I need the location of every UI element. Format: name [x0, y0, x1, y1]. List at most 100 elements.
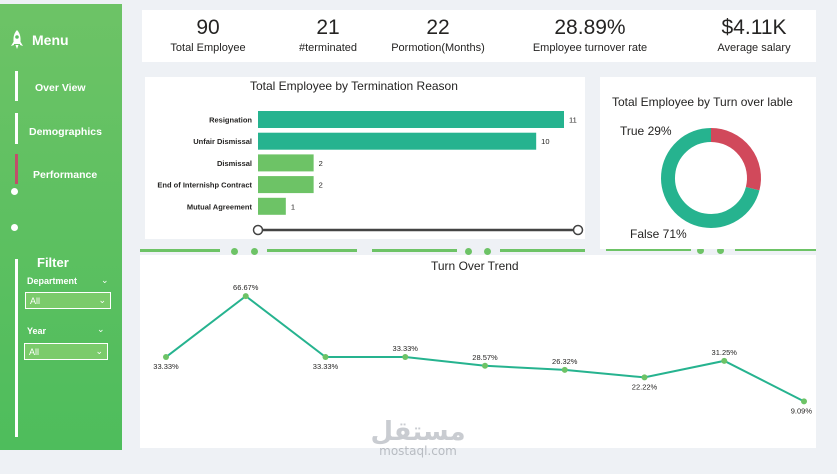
kpi-label: Employee turnover rate: [532, 42, 648, 54]
divider: [372, 249, 457, 252]
watermark-arabic: مستقل: [370, 417, 466, 447]
divider-dot: [484, 248, 491, 255]
bar-category-label: Mutual Agreement: [187, 202, 253, 211]
nav-indicator-demographics: [15, 113, 18, 144]
donut-slice-false: [661, 128, 760, 228]
divider: [267, 249, 357, 252]
bar-category-label: Dismissal: [217, 159, 252, 168]
line-point: [561, 366, 568, 373]
divider: [606, 248, 691, 251]
chart-title: Total Employee by Termination Reason: [250, 79, 458, 93]
bar-category-label: Resignation: [209, 116, 252, 125]
donut-chart: True 29% False 71%: [620, 124, 761, 241]
scroll-handle-right[interactable]: [572, 224, 584, 236]
menu-title: Menu: [32, 32, 69, 48]
line-point-label: 33.33%: [313, 362, 339, 371]
bar: [258, 132, 537, 150]
bar-chart: Resignation 11 Unfair Dismissal 10 Dismissal…: [157, 111, 584, 236]
kpi-label: Average salary: [717, 42, 791, 54]
chevron-down-icon: ⌄: [98, 295, 106, 305]
department-dropdown[interactable]: All ⌄: [25, 292, 111, 309]
nav-indicator-performance: [15, 154, 18, 184]
year-filter-label: Year: [27, 326, 47, 336]
filter-divider: [15, 259, 18, 437]
donut-slice-label: False 71%: [630, 227, 687, 241]
line-point-label: 33.33%: [393, 344, 419, 353]
chart-title: Total Employee by Turn over lable: [612, 95, 793, 109]
kpi-value: 21: [316, 16, 340, 39]
bar: [258, 197, 286, 215]
line-point-label: 66.67%: [233, 283, 259, 292]
divider: [140, 249, 220, 252]
line-point: [402, 354, 409, 361]
rocket-icon: [11, 30, 23, 49]
line-point-label: 33.33%: [153, 362, 179, 371]
divider-dot: [251, 248, 258, 255]
chevron-down-icon[interactable]: ⌄: [101, 275, 109, 285]
kpi-terminated: 21 #terminated: [272, 10, 384, 54]
line-point: [482, 362, 488, 369]
kpi-value: 90: [196, 16, 220, 39]
kpi-average-salary: $4.11K Average salary: [702, 10, 806, 54]
termination-reason-panel: Total Employee by Termination Reason Res…: [145, 77, 585, 239]
kpi-value: 22: [426, 16, 450, 39]
bar: [258, 111, 564, 128]
bar-value-label: 2: [319, 181, 323, 190]
divider-dot: [717, 247, 724, 254]
divider: [735, 248, 816, 251]
divider: [500, 249, 585, 252]
trend-line: [165, 294, 805, 403]
bar-value-label: 11: [569, 116, 577, 125]
line-point-label: 31.25%: [712, 348, 738, 357]
nav-item-demographics[interactable]: Demographics: [29, 126, 102, 138]
year-dropdown-value: All: [29, 346, 40, 357]
watermark: مستقل mostaql.com: [366, 417, 470, 458]
watermark-url: mostaql.com: [379, 444, 457, 458]
year-dropdown[interactable]: All ⌄: [24, 343, 108, 360]
chevron-down-icon: ⌄: [95, 346, 103, 356]
donut-slice-label: True 29%: [620, 124, 672, 138]
line-point: [322, 354, 329, 361]
turnover-trend-panel: Turn Over Trend 33.33% 66.67% 33.33% 33.33%…: [140, 255, 816, 448]
kpi-value: $4.11K: [721, 16, 787, 39]
kpi-promotion: 22 Pormotion(Months): [386, 10, 490, 54]
department-dropdown-value: All: [30, 295, 41, 306]
bar-value-label: 10: [541, 137, 549, 146]
kpi-strip: 90 Total Employee 21 #terminated 22 Porm…: [142, 10, 816, 62]
line-point: [641, 374, 648, 381]
filter-title: Filter: [37, 255, 69, 270]
line-point-label: 22.22%: [632, 382, 658, 391]
divider-dot: [231, 248, 238, 255]
line-point-label: 9.09%: [791, 406, 813, 415]
line-point: [163, 354, 169, 361]
line-point: [242, 293, 249, 300]
line-point: [721, 357, 728, 364]
line-chart: 33.33% 66.67% 33.33% 33.33% 28.57% 26.32% 22.2…: [153, 283, 813, 415]
scroll-handle-left[interactable]: [252, 224, 264, 236]
chart-title: Turn Over Trend: [431, 259, 519, 273]
nav-indicator-overview: [15, 71, 18, 101]
line-point-label: 28.57%: [472, 353, 498, 362]
slicer-handle-bottom[interactable]: [11, 224, 18, 231]
bar-category-label: Unfair Dismissal: [193, 137, 252, 146]
donut-slice-true: [710, 128, 761, 191]
kpi-label: #terminated: [298, 42, 358, 54]
kpi-label: Total Employee: [170, 42, 246, 54]
divider-dot: [697, 247, 704, 254]
nav-item-overview[interactable]: Over View: [35, 82, 86, 94]
kpi-turnover-rate: 28.89% Employee turnover rate: [522, 10, 658, 54]
sidebar: Menu Over View Demographics Performance …: [0, 4, 122, 450]
chevron-down-icon[interactable]: ⌄: [97, 324, 105, 334]
divider-dot: [465, 248, 472, 255]
menu-header[interactable]: Menu: [10, 30, 69, 50]
kpi-value: 28.89%: [554, 16, 626, 39]
nav-item-performance[interactable]: Performance: [33, 169, 98, 181]
department-filter-label: Department: [27, 276, 78, 286]
slicer-handle-top[interactable]: [11, 188, 18, 195]
line-point-label: 26.32%: [552, 357, 578, 366]
turnover-label-panel: Total Employee by Turn over lable True 2…: [600, 77, 816, 249]
kpi-label: Pormotion(Months): [391, 42, 485, 54]
bar-category-label: End of Internishp Contract: [157, 181, 252, 190]
line-point: [801, 398, 807, 405]
bar: [258, 176, 314, 194]
